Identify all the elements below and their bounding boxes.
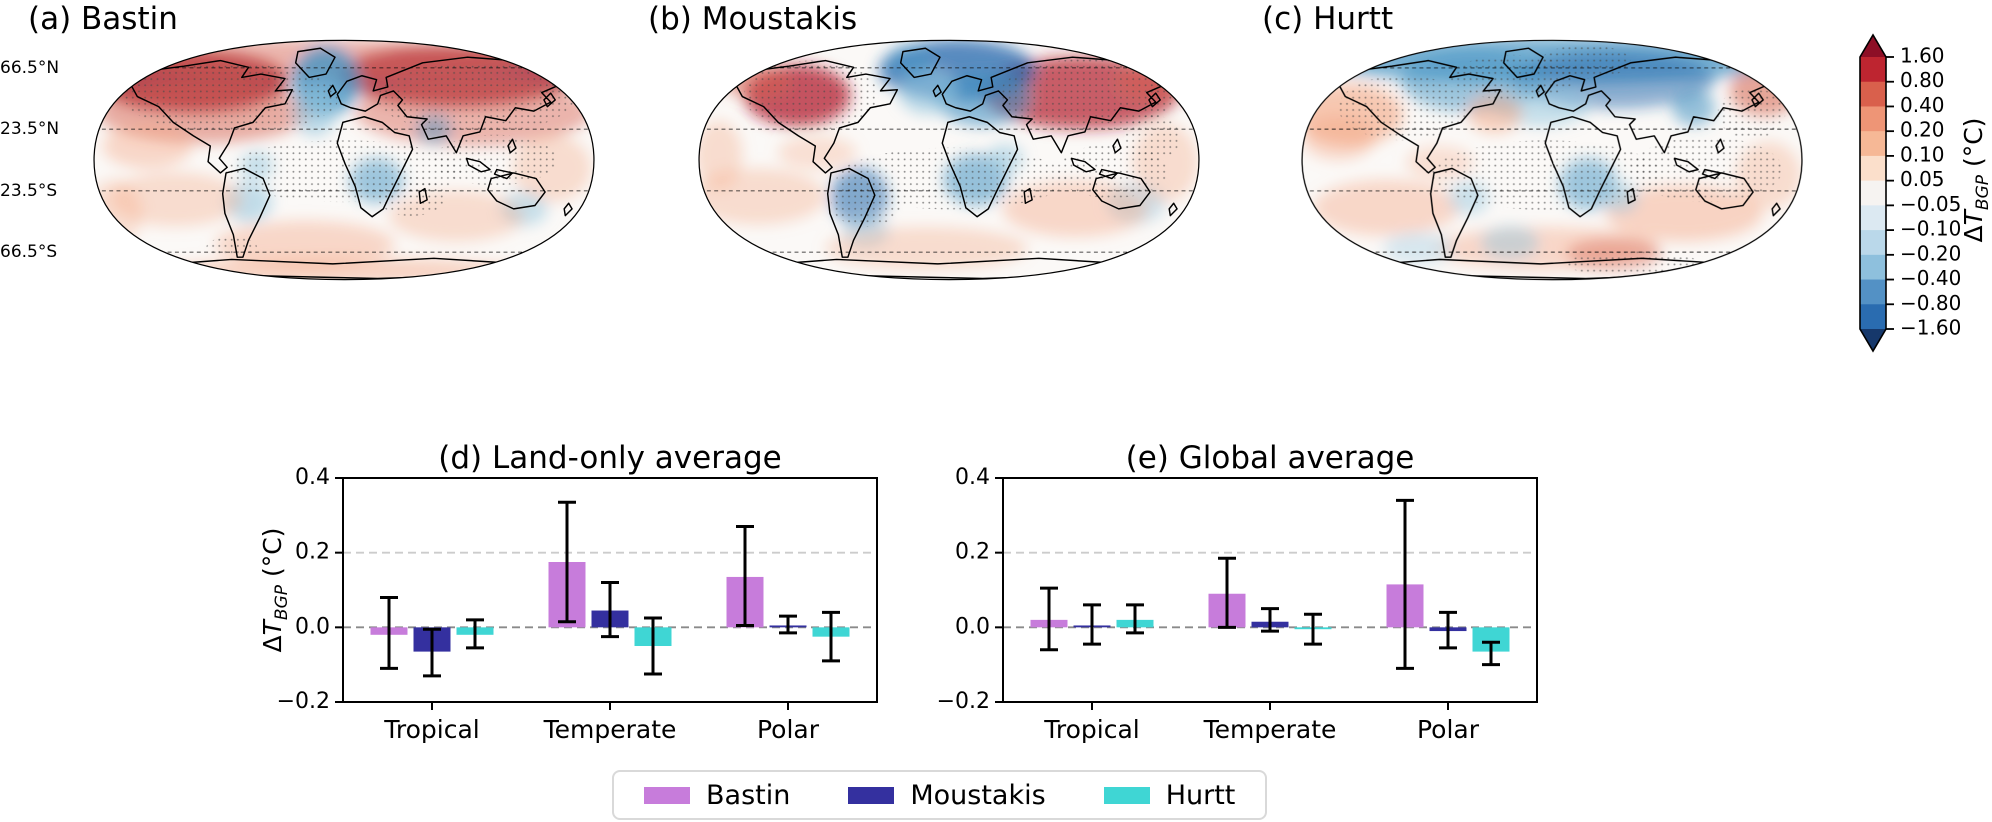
colorbar-scale: 1.600.800.400.200.100.05−0.05−0.10−0.20−… xyxy=(1859,33,1992,353)
colorbar: 1.60 0.80 0.40 0.20 0.10 0.05 −0.05 −0.10 −0.20−… xyxy=(1850,26,1992,356)
svg-text:Temperate: Temperate xyxy=(543,715,677,744)
svg-text:Polar: Polar xyxy=(757,715,820,744)
svg-text:ΔTBGP (°C): ΔTBGP (°C) xyxy=(258,528,292,653)
legend-entry-moustakis: Moustakis xyxy=(848,779,1046,811)
map-title-bastin: (a) Bastin xyxy=(28,1,178,37)
svg-text:0.2: 0.2 xyxy=(955,540,990,565)
svg-text:(d) Land-only average: (d) Land-only average xyxy=(438,440,781,476)
svg-text:−0.2: −0.2 xyxy=(937,689,990,714)
world-map-hurtt xyxy=(1301,39,1803,281)
svg-text:−0.20: −0.20 xyxy=(1900,241,1961,265)
lat-label-23s: 23.5°S xyxy=(0,181,58,201)
bar-chart-land-only: −0.2 0.0 0.2 0.4 Tropical Temperate Polar (d) L… xyxy=(258,440,878,744)
svg-text:ΔTBGP (°C): ΔTBGP (°C) xyxy=(1959,118,1992,243)
svg-text:−0.40: −0.40 xyxy=(1900,266,1961,290)
svg-text:0.0: 0.0 xyxy=(955,614,990,639)
map-panel-bastin xyxy=(50,28,638,292)
hurtt-color-swatch xyxy=(1103,786,1150,804)
svg-text:0.10: 0.10 xyxy=(1900,142,1945,166)
svg-text:(e) Global average: (e) Global average xyxy=(1126,440,1415,476)
svg-text:0.20: 0.20 xyxy=(1900,118,1945,142)
lat-label-66n: 66.5°N xyxy=(0,58,60,78)
map-panel-moustakis xyxy=(655,28,1243,292)
legend-label-moustakis: Moustakis xyxy=(910,779,1046,811)
lat-label-66s: 66.5°S xyxy=(0,242,58,262)
map-panel-hurtt xyxy=(1258,28,1846,292)
chart-panel-land-only: −0.2 0.0 0.2 0.4 Tropical Temperate Polar (d) L… xyxy=(255,432,915,752)
svg-text:−0.2: −0.2 xyxy=(277,689,330,714)
legend-entry-hurtt: Hurtt xyxy=(1103,779,1236,811)
svg-text:Tropical: Tropical xyxy=(383,715,479,744)
legend-label-bastin: Bastin xyxy=(706,779,791,811)
chart-panel-global: −0.2 0.0 0.2 0.4 Tropical Temperate Polar (e) G… xyxy=(915,432,1575,752)
legend-entry-bastin: Bastin xyxy=(644,780,790,811)
svg-text:0.2: 0.2 xyxy=(295,540,330,565)
svg-text:1.60: 1.60 xyxy=(1900,44,1945,68)
svg-text:0.80: 0.80 xyxy=(1900,68,1945,92)
svg-text:Tropical: Tropical xyxy=(1043,715,1139,744)
svg-text:0.05: 0.05 xyxy=(1900,167,1945,191)
bastin-color-swatch xyxy=(644,786,690,804)
svg-text:−0.10: −0.10 xyxy=(1900,217,1961,241)
svg-text:Polar: Polar xyxy=(1417,715,1480,744)
world-map-bastin xyxy=(93,39,595,281)
svg-text:0.40: 0.40 xyxy=(1900,93,1945,117)
svg-text:−0.80: −0.80 xyxy=(1900,291,1961,315)
svg-text:0.4: 0.4 xyxy=(295,465,330,490)
legend-label-hurtt: Hurtt xyxy=(1165,779,1236,811)
legend: Bastin Moustakis Hurtt xyxy=(612,770,1268,820)
lat-label-23n: 23.5°N xyxy=(0,119,60,139)
svg-text:Temperate: Temperate xyxy=(1203,715,1337,744)
world-map-moustakis xyxy=(698,39,1200,281)
moustakis-color-swatch xyxy=(848,786,895,804)
svg-text:−0.05: −0.05 xyxy=(1900,192,1961,216)
svg-text:0.4: 0.4 xyxy=(955,465,990,490)
map-title-moustakis: (b) Moustakis xyxy=(648,1,858,37)
svg-text:0.0: 0.0 xyxy=(295,614,330,639)
bar-chart-global: −0.2 0.0 0.2 0.4 Tropical Temperate Polar (e) G… xyxy=(937,440,1538,744)
svg-text:−1.60: −1.60 xyxy=(1900,316,1961,340)
map-title-hurtt: (c) Hurtt xyxy=(1262,1,1394,37)
